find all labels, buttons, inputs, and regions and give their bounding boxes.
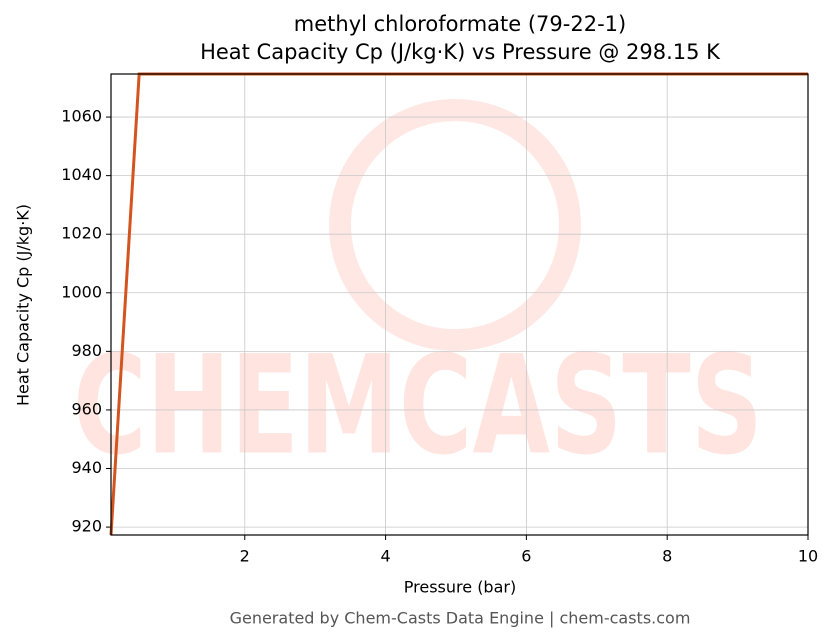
x-tick-label: 6 bbox=[521, 547, 531, 566]
footer: Generated by Chem-Casts Data Engine | ch… bbox=[230, 609, 691, 628]
watermark: CHEMCASTS bbox=[73, 327, 763, 486]
y-tick-label: 1000 bbox=[61, 282, 102, 301]
y-axis-label: Heat Capacity Cp (J/kg·K) bbox=[14, 204, 33, 406]
y-tick-label: 1060 bbox=[61, 107, 102, 126]
x-tick-label: 4 bbox=[380, 547, 390, 566]
x-tick-label: 2 bbox=[240, 547, 250, 566]
x-axis-label: Pressure (bar) bbox=[404, 578, 516, 597]
plot-frame bbox=[110, 73, 809, 536]
x-tick-label: 8 bbox=[662, 547, 672, 566]
y-tick-label: 920 bbox=[71, 517, 102, 536]
x-tick-label: 10 bbox=[798, 547, 818, 566]
chart-title: methyl chloroformate (79-22-1) bbox=[294, 12, 626, 36]
y-tick-label: 1020 bbox=[61, 224, 102, 243]
y-tick-label: 940 bbox=[71, 458, 102, 477]
y-tick-label: 960 bbox=[71, 399, 102, 418]
y-tick-label: 1040 bbox=[61, 165, 102, 184]
y-tick-label: 980 bbox=[71, 341, 102, 360]
chart-subtitle: Heat Capacity Cp (J/kg·K) vs Pressure @ … bbox=[200, 40, 721, 64]
watermark-logo bbox=[329, 99, 581, 351]
